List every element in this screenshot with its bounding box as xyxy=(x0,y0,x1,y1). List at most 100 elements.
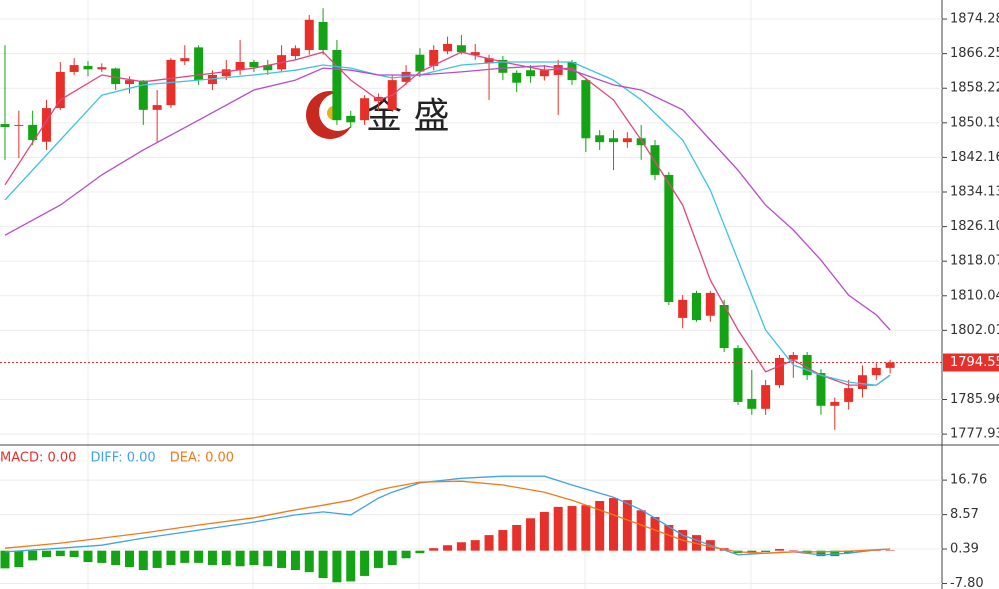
indicator-line xyxy=(4,65,891,331)
y-tick-label: 1785.96 xyxy=(950,392,999,407)
candle-body xyxy=(802,354,812,376)
candle-body xyxy=(733,348,743,402)
watermark-text: 金 盛 xyxy=(366,96,449,137)
candle-body xyxy=(747,398,757,409)
histogram-bar xyxy=(470,540,480,551)
histogram-bar xyxy=(304,550,314,573)
y-tick-label: 8.57 xyxy=(950,507,979,522)
candle-body xyxy=(0,124,10,128)
candle-body xyxy=(443,43,453,52)
histogram-bar xyxy=(788,550,798,551)
histogram-bar xyxy=(774,549,784,551)
histogram-bar xyxy=(456,542,466,551)
candle-body xyxy=(553,65,563,75)
histogram-bar xyxy=(595,501,605,551)
indicator-line xyxy=(4,480,891,554)
candle-body xyxy=(609,138,619,143)
histogram-bar xyxy=(581,505,591,551)
candle-body xyxy=(83,65,93,70)
histogram-bar xyxy=(332,550,342,583)
y-tick-label: 0.39 xyxy=(950,542,979,557)
candle-body xyxy=(152,105,162,110)
candle-body xyxy=(526,70,536,77)
histogram-bar xyxy=(360,550,370,576)
last-price-box xyxy=(943,353,999,372)
histogram-bar xyxy=(539,511,549,551)
legend-entry: DIFF: 0.00 xyxy=(90,451,155,466)
candle-body xyxy=(816,373,826,406)
candle-body xyxy=(664,174,674,302)
candle-body xyxy=(636,138,646,146)
histogram-bar xyxy=(498,530,508,551)
candle-body xyxy=(69,65,79,72)
histogram-bar xyxy=(207,550,217,565)
histogram-bar xyxy=(526,518,536,551)
histogram-bar xyxy=(387,550,397,565)
candle-body xyxy=(719,304,729,349)
candle-body xyxy=(844,388,854,402)
y-tick-label: 1842.16 xyxy=(950,150,999,165)
candle-body xyxy=(498,59,508,73)
candle-body xyxy=(180,58,190,62)
candle-body xyxy=(138,80,148,110)
histogram-bar xyxy=(443,545,453,551)
candle-body xyxy=(207,74,217,85)
candle-body xyxy=(304,19,314,50)
y-tick-label: 1834.13 xyxy=(950,185,999,200)
histogram-bar xyxy=(553,506,563,551)
last-price-label: 1794.55 xyxy=(950,355,999,370)
candle-body xyxy=(263,65,273,71)
y-tick-label: 1802.01 xyxy=(950,323,999,338)
candle-body xyxy=(221,69,231,77)
candle-body xyxy=(332,49,342,121)
candle-body xyxy=(705,292,715,316)
histogram-bar xyxy=(567,506,577,551)
histogram-bar xyxy=(97,550,107,563)
legend-entry: MACD: 0.00 xyxy=(0,451,76,466)
y-tick-label: 1858.22 xyxy=(950,81,999,96)
histogram-bar xyxy=(484,535,494,551)
histogram-bar xyxy=(235,550,245,567)
candle-body xyxy=(774,357,784,386)
histogram-bar xyxy=(622,500,632,551)
candle-body xyxy=(595,135,605,143)
candle-body xyxy=(567,62,577,81)
histogram-bar xyxy=(55,550,65,557)
candle-body xyxy=(415,54,425,72)
candle-body xyxy=(235,62,245,71)
candle-body xyxy=(14,124,24,126)
candle-body xyxy=(111,68,121,85)
histogram-bar xyxy=(609,498,619,551)
histogram-bar xyxy=(844,550,854,554)
y-tick-label: 1810.04 xyxy=(950,288,999,303)
histogram-bar xyxy=(138,550,148,571)
histogram-bar xyxy=(28,550,38,561)
histogram-bar xyxy=(664,525,674,551)
histogram-bar xyxy=(871,550,881,551)
indicator-line xyxy=(4,61,891,386)
histogram-bar xyxy=(69,550,79,557)
histogram-bar xyxy=(429,548,439,551)
histogram-bar xyxy=(415,550,425,554)
candle-body xyxy=(692,292,701,321)
histogram-bar xyxy=(318,550,328,579)
candle-body xyxy=(346,115,356,123)
candle-body xyxy=(581,80,591,139)
histogram-bar xyxy=(41,550,51,557)
candle-body xyxy=(650,145,660,175)
histogram-bar xyxy=(761,550,771,552)
candle-body xyxy=(41,108,51,142)
candle-body xyxy=(830,401,840,406)
candle-body xyxy=(512,72,522,83)
histogram-bar xyxy=(194,550,204,563)
histogram-bar xyxy=(124,550,134,568)
histogram-bar xyxy=(290,550,300,571)
candle-body xyxy=(539,70,549,77)
candle-body xyxy=(429,49,439,66)
candle-body xyxy=(470,52,480,56)
y-tick-label: 16.76 xyxy=(950,473,987,488)
y-tick-label: 1866.25 xyxy=(950,46,999,61)
histogram-bar xyxy=(650,517,660,551)
candle-body xyxy=(857,375,867,389)
